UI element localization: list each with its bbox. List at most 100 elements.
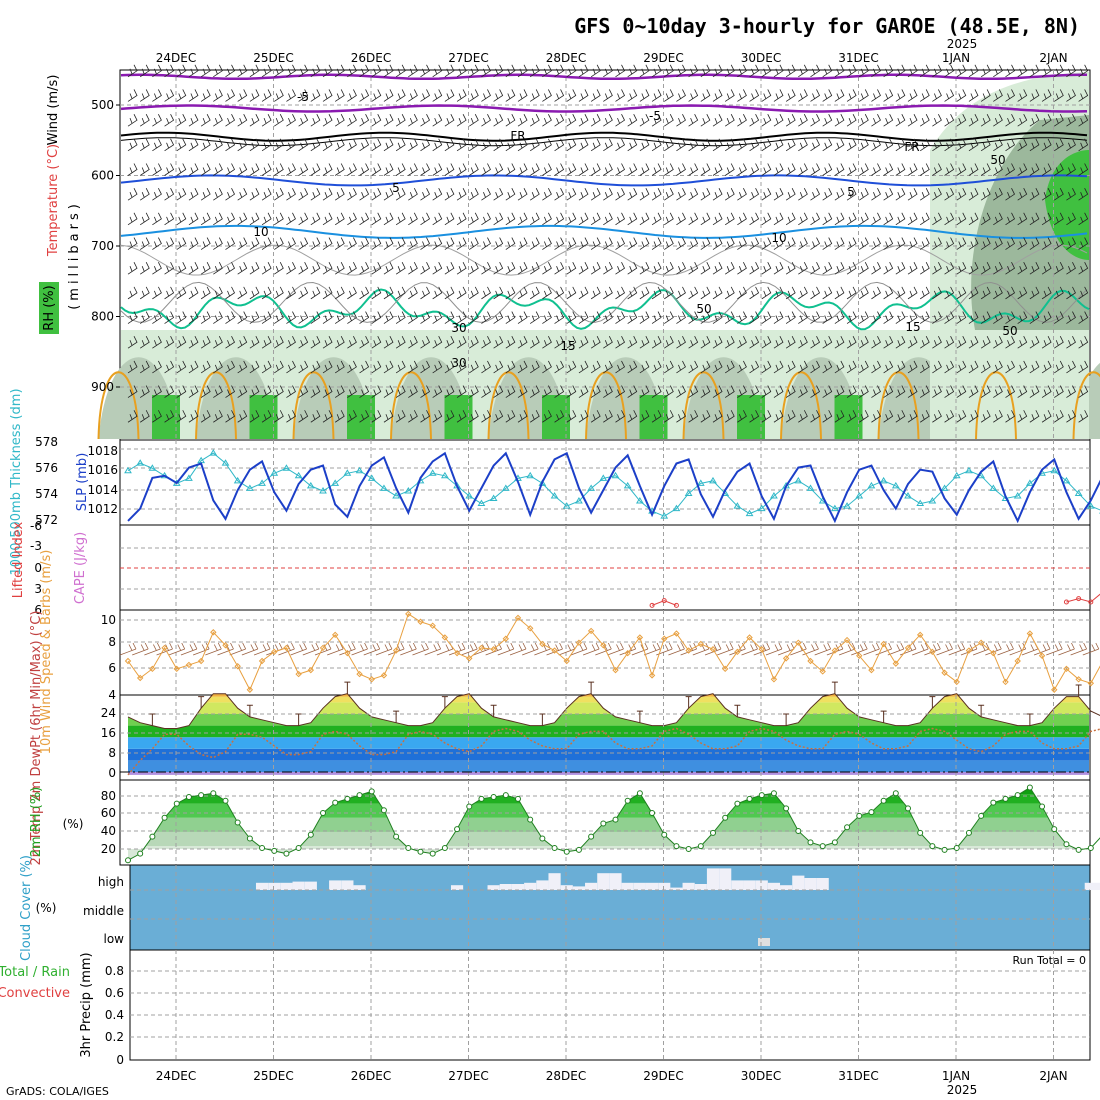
wind-barb (664, 262, 674, 275)
wind-barb (700, 311, 711, 324)
thickness-point (209, 449, 218, 456)
temp-max-bar (246, 704, 253, 717)
wind-barb (274, 237, 284, 250)
thickness-point (1013, 492, 1022, 499)
wind-barb (188, 360, 199, 374)
wind-barb (798, 237, 808, 250)
wind-barb (310, 138, 321, 152)
wind-barb (334, 138, 345, 152)
wind-barb (505, 410, 516, 423)
wind10m-barb (132, 642, 149, 656)
wind-barb (956, 311, 967, 324)
wind-barb (164, 237, 175, 250)
high-cloud-bar (633, 882, 646, 890)
high-cloud-bar (524, 882, 537, 890)
bottom-date-label: 27DEC (448, 1069, 488, 1083)
wind-barb (444, 262, 455, 275)
wind-barb (359, 212, 370, 226)
wind-barb (968, 336, 979, 349)
wind-barb (176, 286, 187, 300)
wind-barb (1029, 113, 1040, 127)
wind-barb (481, 360, 491, 374)
contour-20 (780, 371, 822, 440)
wind-barb (1005, 410, 1016, 423)
contour-20 (487, 371, 530, 440)
wind-barb (627, 336, 638, 349)
wind-barb (505, 336, 516, 349)
wind-barb (980, 360, 991, 374)
temp-max-bar (783, 713, 790, 726)
wind-barb (615, 410, 626, 423)
wind-barb (810, 113, 821, 127)
wind-barb (176, 385, 187, 398)
wind-speed-point (624, 649, 631, 657)
wind-barb (420, 262, 431, 275)
wind-barb (176, 138, 187, 152)
wind-barb (627, 113, 638, 127)
rh-tick: 40 (101, 824, 116, 838)
wind-speed-point (1051, 686, 1058, 693)
thickness-point (428, 469, 437, 476)
wind-barb (213, 64, 223, 78)
wind-barb (359, 89, 370, 102)
wind-barb (456, 262, 467, 275)
wind-barb (822, 286, 833, 300)
wind-barb (932, 212, 942, 226)
wind-barb (566, 113, 577, 127)
wind-barb (615, 89, 626, 102)
contour-label: FR (904, 140, 919, 154)
wind-barb (639, 212, 650, 226)
wind-barb (651, 113, 662, 127)
wind-barb (322, 311, 333, 324)
wind-barb (298, 64, 309, 78)
wind-barb (664, 64, 674, 78)
wind-barb (871, 89, 881, 102)
wind-barb (712, 163, 723, 176)
wind-barb (1041, 187, 1052, 201)
wind-barb (980, 311, 991, 324)
wind-barb (286, 113, 296, 127)
wind-barb (798, 385, 808, 398)
wind-barb (810, 237, 821, 250)
wind-barb (993, 237, 1003, 250)
rh-point (380, 807, 387, 814)
wind-barb (688, 89, 699, 102)
wind-speed-point (1002, 678, 1009, 686)
wind-barb (395, 410, 406, 423)
wind-barb (152, 138, 162, 152)
wind-barb (225, 89, 236, 102)
thickness-point (843, 502, 851, 509)
wind-barb (590, 360, 601, 374)
wind-barb (822, 336, 833, 349)
wind-barb (639, 113, 650, 127)
wind-barb (1017, 212, 1028, 226)
wind-barb (444, 286, 455, 300)
wind-barb (883, 212, 894, 226)
wind-barb (737, 286, 747, 300)
thickness-point (319, 486, 327, 494)
wind-barb (322, 410, 333, 423)
wind-barb (176, 113, 187, 127)
wind-barb (456, 360, 467, 374)
wind-barb (773, 360, 784, 374)
wind-barb (1054, 336, 1064, 349)
wind-barb (798, 187, 808, 201)
li-tick: -3 (30, 539, 42, 553)
contour-label: 10 (253, 225, 268, 239)
high-cloud-bar (1084, 882, 1097, 890)
wind-barb (225, 360, 236, 374)
wind-barb (408, 237, 418, 250)
high-cloud-bar (597, 873, 610, 890)
rh-point (1087, 845, 1094, 851)
wind-barb (200, 262, 211, 275)
wind10m-barb (570, 642, 588, 656)
wind-barb (773, 237, 784, 250)
wind-speed-point (441, 634, 449, 641)
wind-barb (176, 360, 187, 374)
wind-barb (298, 360, 309, 374)
wind-barb (919, 336, 930, 349)
wind-barb (432, 286, 443, 300)
wind-barb (834, 187, 845, 201)
